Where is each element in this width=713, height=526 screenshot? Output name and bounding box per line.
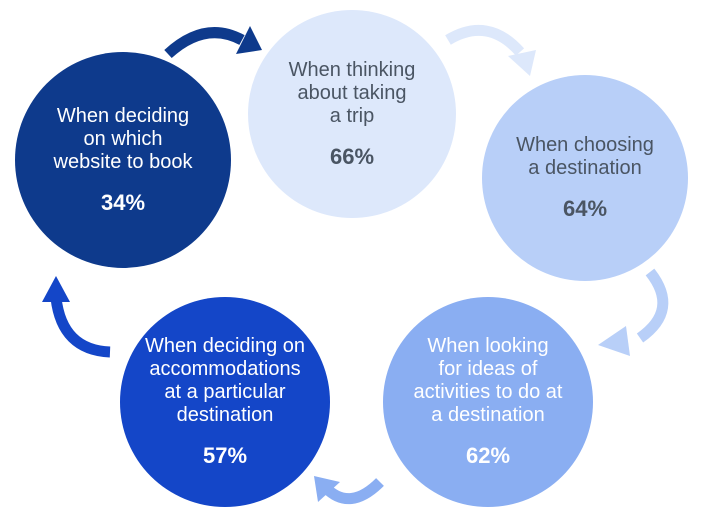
arrow-trip-to-destination [445,24,536,76]
step-label: When choosing a destination [516,134,654,179]
step-circle-destination: When choosing a destination 64% [482,75,688,281]
step-percentage: 62% [465,443,511,468]
step-circle-ideas: When looking for ideas of activities to … [383,297,593,507]
step-label: When deciding on which website to book [53,104,193,173]
step-percentage: 57% [202,443,248,468]
step-circle-accommodations: When deciding on accommodations at a par… [120,297,330,507]
arrow-website-to-trip [164,26,262,59]
step-label: When thinking about taking a trip [288,58,416,127]
arrow-accommodations-to-website [42,276,111,358]
step-label: When deciding on accommodations at a par… [144,335,306,426]
step-percentage: 66% [329,143,375,169]
step-circle-website: When deciding on which website to book 3… [15,52,231,268]
step-circle-trip: When thinking about taking a trip 66% [248,10,456,218]
step-percentage: 34% [100,189,146,215]
arrow-ideas-to-accommodations [314,476,384,505]
step-label: When looking for ideas of activities to … [413,335,563,426]
arrow-destination-to-ideas [598,268,669,356]
step-percentage: 64% [562,196,608,221]
